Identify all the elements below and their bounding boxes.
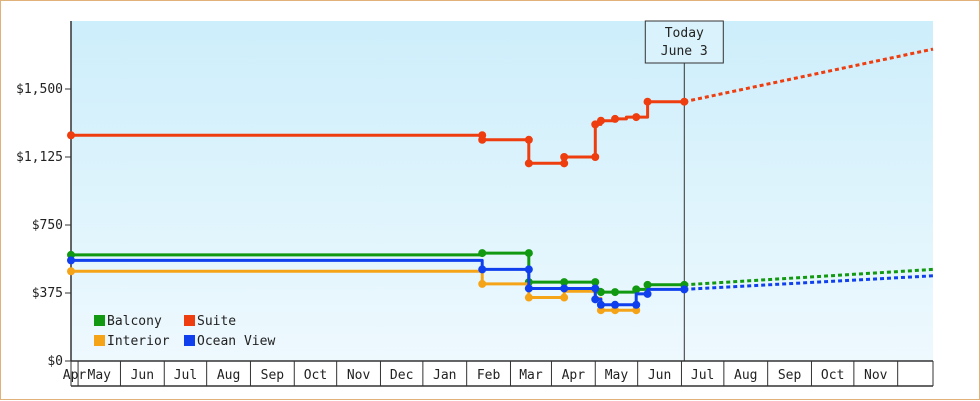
- data-point-balcony[interactable]: [560, 278, 569, 287]
- data-point-suite[interactable]: [632, 113, 641, 122]
- plot-area: [71, 21, 933, 361]
- x-tick-label: Sep: [778, 368, 802, 383]
- data-point-balcony[interactable]: [591, 278, 600, 287]
- data-point-ocean-view[interactable]: [632, 300, 641, 309]
- data-point-balcony[interactable]: [632, 285, 641, 294]
- data-point-suite[interactable]: [524, 135, 533, 144]
- data-point-suite[interactable]: [591, 153, 600, 161]
- data-point-suite[interactable]: [596, 116, 605, 125]
- data-point-ocean-view[interactable]: [643, 289, 652, 298]
- x-tick-label: May: [605, 368, 629, 383]
- data-point-balcony[interactable]: [643, 280, 652, 289]
- data-point-balcony[interactable]: [478, 249, 487, 258]
- x-tick-label: May: [88, 368, 112, 383]
- data-point-suite[interactable]: [643, 97, 652, 106]
- data-point-interior[interactable]: [478, 279, 487, 288]
- data-point-balcony[interactable]: [524, 249, 533, 258]
- x-tick-label: Jun: [648, 368, 671, 383]
- data-point-ocean-view[interactable]: [596, 300, 605, 309]
- data-point-ocean-view[interactable]: [524, 284, 533, 293]
- legend-swatch-balcony: [94, 315, 105, 326]
- data-point-ocean-view[interactable]: [611, 300, 620, 309]
- data-point-interior[interactable]: [67, 267, 75, 276]
- x-tick-label: Aug: [734, 368, 757, 383]
- x-tick-label: Jun: [131, 368, 154, 383]
- y-tick-label: $1,125: [16, 150, 63, 165]
- legend-swatch-suite: [184, 315, 195, 326]
- data-point-suite[interactable]: [680, 97, 689, 106]
- data-point-suite[interactable]: [560, 159, 569, 168]
- data-point-ocean-view[interactable]: [478, 265, 487, 274]
- today-date-label: June 3: [661, 44, 708, 59]
- x-tick-label: Apr: [63, 368, 87, 383]
- legend-label-suite: Suite: [197, 314, 236, 329]
- x-tick-label: Feb: [477, 368, 501, 383]
- data-point-suite[interactable]: [611, 114, 620, 123]
- data-point-ocean-view[interactable]: [560, 284, 569, 293]
- legend-label-ocean-view: Ocean View: [197, 334, 275, 349]
- x-tick-label: Oct: [821, 368, 844, 383]
- series-forecast-suite: [683, 47, 934, 104]
- y-tick-label: $1,500: [16, 82, 63, 97]
- data-point-ocean-view[interactable]: [524, 265, 533, 274]
- legend-label-interior: Interior: [107, 334, 170, 349]
- data-point-suite[interactable]: [67, 131, 75, 140]
- data-point-suite[interactable]: [560, 153, 569, 161]
- x-tick-label: Mar: [519, 368, 543, 383]
- x-tick-label: Jan: [433, 368, 456, 383]
- legend-swatch-interior: [94, 335, 105, 346]
- legend-label-balcony: Balcony: [107, 314, 162, 329]
- y-tick-label: $750: [32, 218, 63, 233]
- today-box: [644, 20, 724, 64]
- data-point-ocean-view[interactable]: [591, 284, 600, 293]
- legend-swatch-ocean-view: [184, 335, 195, 346]
- x-tick-label: Nov: [864, 368, 888, 383]
- x-tick-label: Oct: [304, 368, 327, 383]
- x-tick-label: Jul: [174, 368, 197, 383]
- y-tick-label: $0: [47, 354, 63, 369]
- data-point-ocean-view[interactable]: [67, 256, 75, 265]
- data-point-interior[interactable]: [560, 293, 569, 302]
- data-point-ocean-view[interactable]: [680, 285, 689, 294]
- x-tick-label: Jul: [691, 368, 714, 383]
- data-point-balcony[interactable]: [611, 288, 620, 297]
- data-point-ocean-view[interactable]: [591, 295, 600, 304]
- x-tick-label: Aug: [217, 368, 240, 383]
- data-point-suite[interactable]: [524, 159, 533, 168]
- x-tick-label: Nov: [347, 368, 371, 383]
- today-label: Today: [665, 26, 704, 41]
- y-tick-label: $375: [32, 286, 63, 301]
- data-point-interior[interactable]: [524, 293, 533, 302]
- x-tick-label: Sep: [261, 368, 285, 383]
- data-point-suite[interactable]: [478, 135, 487, 144]
- x-tick-label: Dec: [390, 368, 413, 383]
- x-tick-label: Apr: [562, 368, 586, 383]
